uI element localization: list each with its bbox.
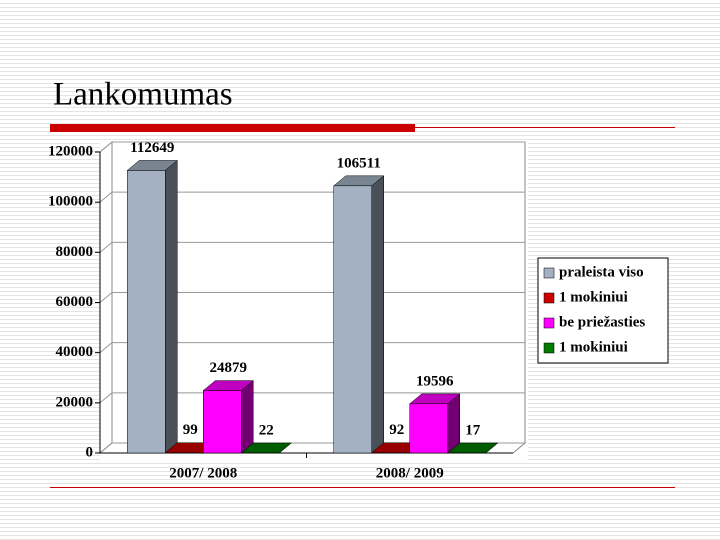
y-tick-label: 20000: [56, 394, 94, 410]
grid-line: [99, 342, 525, 354]
y-tick-label: 100000: [48, 194, 93, 210]
value-label: 99: [183, 422, 198, 438]
y-tick-label: 0: [86, 444, 94, 460]
y-tick-label: 80000: [56, 244, 94, 260]
chart-title: Lankomumas: [53, 77, 233, 113]
legend-label: 1 mokiniui: [559, 339, 628, 355]
value-label: 19596: [416, 373, 454, 389]
value-label: 106511: [337, 155, 381, 171]
legend-box: [537, 257, 669, 364]
bar-side: [447, 393, 460, 454]
legend-label: be priežasties: [559, 314, 645, 330]
grid-line: [99, 241, 525, 253]
value-label: 112649: [130, 140, 174, 156]
bar: [126, 159, 178, 454]
bar-front: [333, 185, 372, 454]
bar-front: [409, 403, 448, 454]
y-tick-label: 40000: [56, 344, 94, 360]
bar-front: [127, 170, 166, 454]
value-label: 24879: [210, 360, 248, 376]
grid-line: [99, 141, 525, 153]
legend-swatch: [543, 317, 555, 329]
bar-side: [371, 175, 384, 454]
x-tick-label: 2007/ 2008: [169, 465, 237, 481]
value-label: 22: [259, 422, 274, 438]
value-label: 92: [389, 422, 404, 438]
x-tick-label: 2008/ 2009: [376, 465, 444, 481]
legend-label: praleista viso: [559, 264, 644, 280]
grid-line: [99, 191, 525, 203]
value-label: 17: [465, 422, 481, 438]
grid-line: [99, 392, 525, 404]
bar-side: [165, 159, 178, 454]
bar: [240, 442, 292, 454]
title-bar: [50, 124, 415, 132]
legend-swatch: [543, 342, 555, 354]
y-tick-label: 120000: [48, 143, 93, 159]
bar: [202, 380, 254, 454]
legend-swatch: [543, 292, 555, 304]
legend-label: 1 mokiniui: [559, 289, 628, 305]
bar: [409, 393, 461, 454]
y-tick-label: 60000: [56, 294, 94, 310]
bar: [447, 442, 499, 454]
legend-swatch: [543, 267, 555, 279]
bar-side: [241, 380, 254, 454]
bar: [333, 175, 385, 454]
grid-line: [99, 292, 525, 303]
bar-front: [203, 390, 242, 454]
